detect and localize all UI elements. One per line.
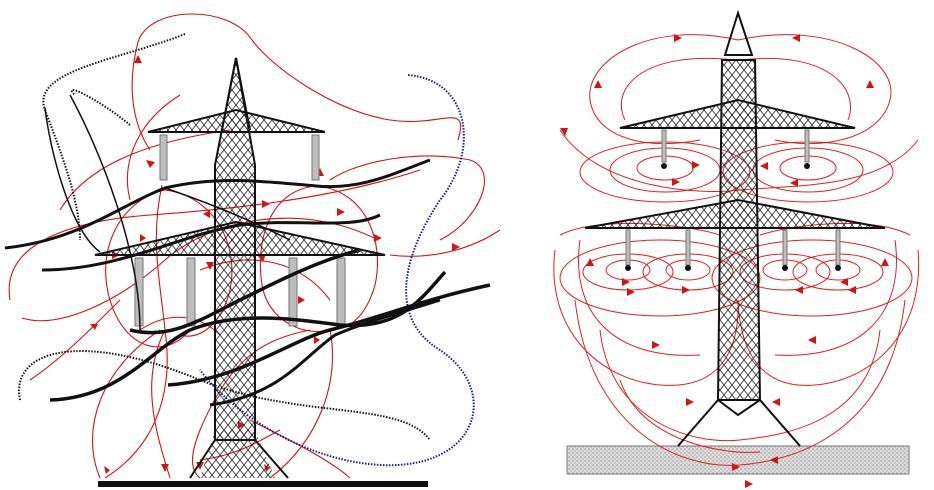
right-insulators [625, 129, 841, 271]
right-tower [584, 9, 886, 447]
left-far-conductor-3 [18, 350, 431, 441]
left-field-lines [8, 13, 501, 479]
left-panel [4, 13, 501, 487]
left-ground-bar [98, 481, 428, 487]
right-ground [566, 445, 910, 475]
left-far-conductor-2 [70, 88, 131, 126]
left-insulators [134, 134, 346, 327]
left-conductors [4, 94, 491, 407]
left-tower [94, 57, 386, 479]
left-shield-wire [199, 74, 475, 467]
right-panel [553, 9, 920, 488]
left-far-conductor-1 [42, 33, 186, 241]
